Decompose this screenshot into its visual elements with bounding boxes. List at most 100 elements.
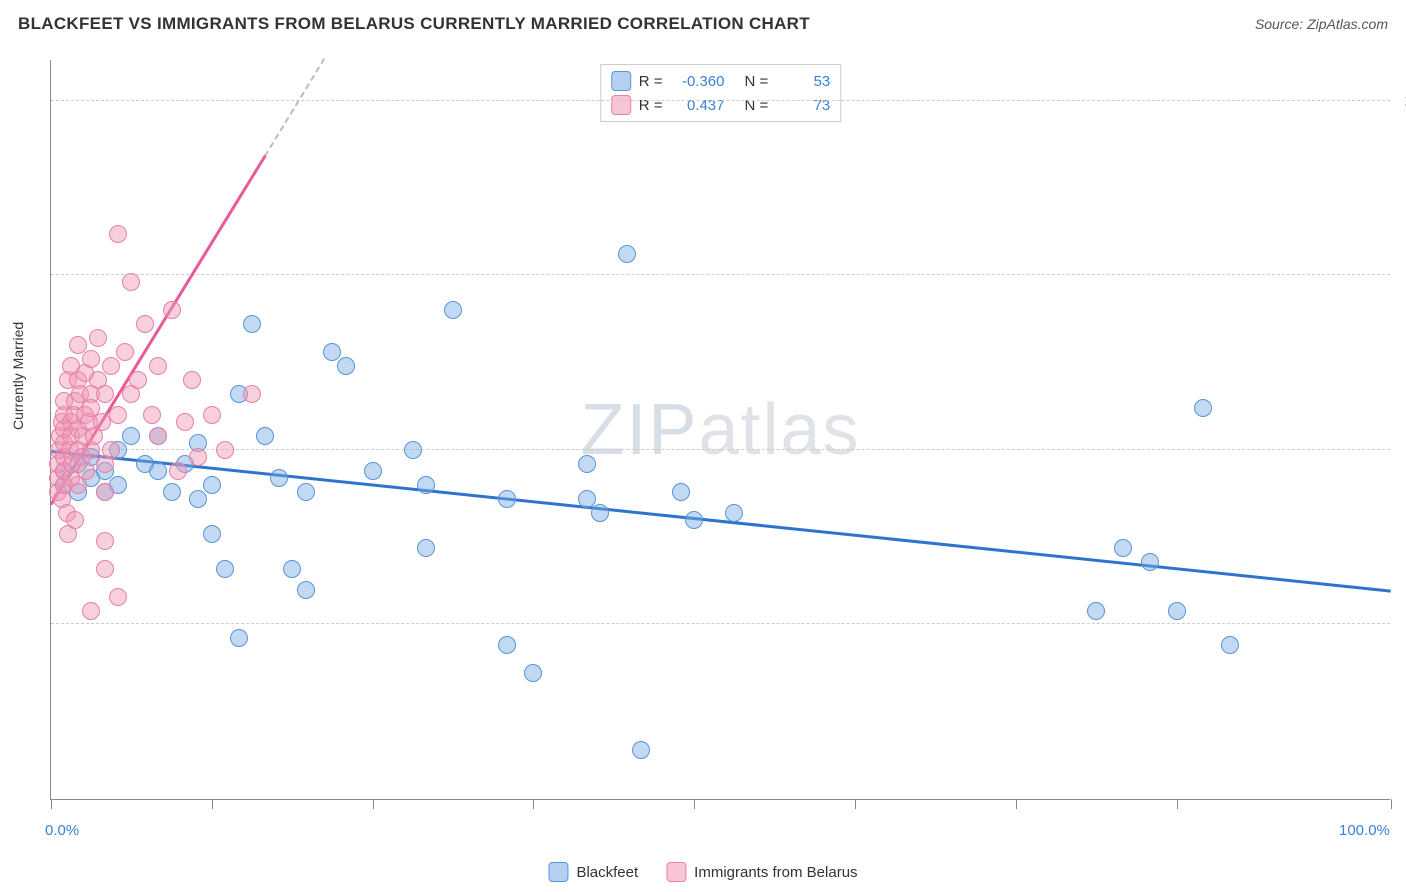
data-point	[230, 629, 248, 647]
x-tick	[855, 799, 856, 809]
data-point	[82, 350, 100, 368]
data-point	[337, 357, 355, 375]
y-tick-label: 50.0%	[1395, 441, 1406, 458]
x-tick	[1177, 799, 1178, 809]
data-point	[89, 329, 107, 347]
data-point	[323, 343, 341, 361]
data-point	[163, 301, 181, 319]
swatch-blue-icon	[548, 862, 568, 882]
x-tick	[1391, 799, 1392, 809]
data-point	[578, 455, 596, 473]
data-point	[129, 371, 147, 389]
gridline	[51, 100, 1390, 101]
data-point	[498, 490, 516, 508]
data-point	[96, 385, 114, 403]
data-point	[183, 371, 201, 389]
data-point	[243, 315, 261, 333]
r-value-blue: -0.360	[671, 73, 725, 90]
data-point	[163, 483, 181, 501]
data-point	[82, 602, 100, 620]
trend-line	[265, 58, 326, 157]
x-tick	[51, 799, 52, 809]
data-point	[417, 476, 435, 494]
data-point	[149, 357, 167, 375]
data-point	[189, 448, 207, 466]
data-point	[136, 315, 154, 333]
data-point	[109, 588, 127, 606]
swatch-pink-icon	[611, 95, 631, 115]
data-point	[632, 741, 650, 759]
data-point	[444, 301, 462, 319]
data-point	[203, 525, 221, 543]
data-point	[498, 636, 516, 654]
data-point	[77, 462, 95, 480]
data-point	[243, 385, 261, 403]
data-point	[417, 539, 435, 557]
watermark: ZIPatlas	[580, 389, 860, 471]
data-point	[404, 441, 422, 459]
x-tick	[533, 799, 534, 809]
data-point	[685, 511, 703, 529]
data-point	[149, 427, 167, 445]
data-point	[297, 483, 315, 501]
data-point	[1168, 602, 1186, 620]
data-point	[1221, 636, 1239, 654]
data-point	[143, 406, 161, 424]
data-point	[66, 511, 84, 529]
y-tick-label: 100.0%	[1395, 92, 1406, 109]
data-point	[102, 441, 120, 459]
chart-title: BLACKFEET VS IMMIGRANTS FROM BELARUS CUR…	[18, 14, 810, 33]
legend-row-belarus: R = 0.437 N = 73	[611, 93, 831, 117]
swatch-pink-icon	[666, 862, 686, 882]
data-point	[109, 406, 127, 424]
data-point	[189, 490, 207, 508]
data-point	[122, 427, 140, 445]
data-point	[176, 413, 194, 431]
data-point	[216, 560, 234, 578]
data-point	[270, 469, 288, 487]
data-point	[216, 441, 234, 459]
x-tick	[1016, 799, 1017, 809]
y-tick-label: 25.0%	[1395, 616, 1406, 633]
x-tick	[212, 799, 213, 809]
data-point	[297, 581, 315, 599]
chart-plot-area: ZIPatlas R = -0.360 N = 53 R = 0.437 N =…	[50, 60, 1390, 800]
x-tick	[694, 799, 695, 809]
source-credit: Source: ZipAtlas.com	[1255, 16, 1388, 32]
data-point	[122, 273, 140, 291]
data-point	[256, 427, 274, 445]
gridline	[51, 449, 1390, 450]
legend-item-belarus: Immigrants from Belarus	[666, 862, 857, 882]
data-point	[203, 406, 221, 424]
data-point	[524, 664, 542, 682]
data-point	[69, 336, 87, 354]
data-point	[725, 504, 743, 522]
data-point	[203, 476, 221, 494]
gridline	[51, 623, 1390, 624]
y-axis-label: Currently Married	[10, 322, 26, 430]
data-point	[1194, 399, 1212, 417]
y-tick-label: 75.0%	[1395, 267, 1406, 284]
legend-label: Immigrants from Belarus	[694, 864, 857, 881]
data-point	[364, 462, 382, 480]
data-point	[1141, 553, 1159, 571]
correlation-legend: R = -0.360 N = 53 R = 0.437 N = 73	[600, 64, 842, 122]
data-point	[283, 560, 301, 578]
data-point	[591, 504, 609, 522]
gridline	[51, 274, 1390, 275]
legend-label: Blackfeet	[576, 864, 638, 881]
data-point	[1087, 602, 1105, 620]
data-point	[96, 560, 114, 578]
data-point	[96, 483, 114, 501]
data-point	[1114, 539, 1132, 557]
data-point	[169, 462, 187, 480]
data-point	[672, 483, 690, 501]
n-value-blue: 53	[776, 73, 830, 90]
data-point	[618, 245, 636, 263]
data-point	[578, 490, 596, 508]
data-point	[96, 532, 114, 550]
legend-item-blackfeet: Blackfeet	[548, 862, 638, 882]
swatch-blue-icon	[611, 71, 631, 91]
bottom-legend: Blackfeet Immigrants from Belarus	[548, 862, 857, 882]
data-point	[149, 462, 167, 480]
